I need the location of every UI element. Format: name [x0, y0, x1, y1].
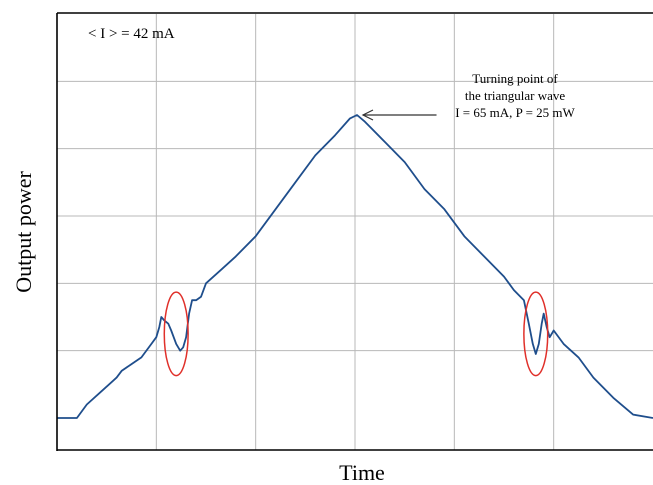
dip-highlight-ellipse: [523, 291, 549, 377]
highlight-layer: [163, 291, 549, 377]
annotation-line-2: the triangular wave: [465, 88, 566, 103]
series-layer: [57, 114, 653, 419]
y-axis-label: Output power: [11, 171, 36, 293]
output-power-line: [57, 114, 653, 419]
x-axis-label: Time: [339, 460, 385, 485]
grid-lines: [57, 14, 653, 450]
mean-current-label: < I > = 42 mA: [88, 26, 175, 42]
annotation-arrowhead: [361, 109, 374, 121]
dip-highlight-ellipse: [163, 291, 189, 377]
turning-point-annotation: Turning point of the triangular wave I =…: [361, 71, 576, 121]
annotation-line-3: I = 65 mA, P = 25 mW: [455, 105, 575, 120]
annotation-line-1: Turning point of: [472, 71, 558, 86]
